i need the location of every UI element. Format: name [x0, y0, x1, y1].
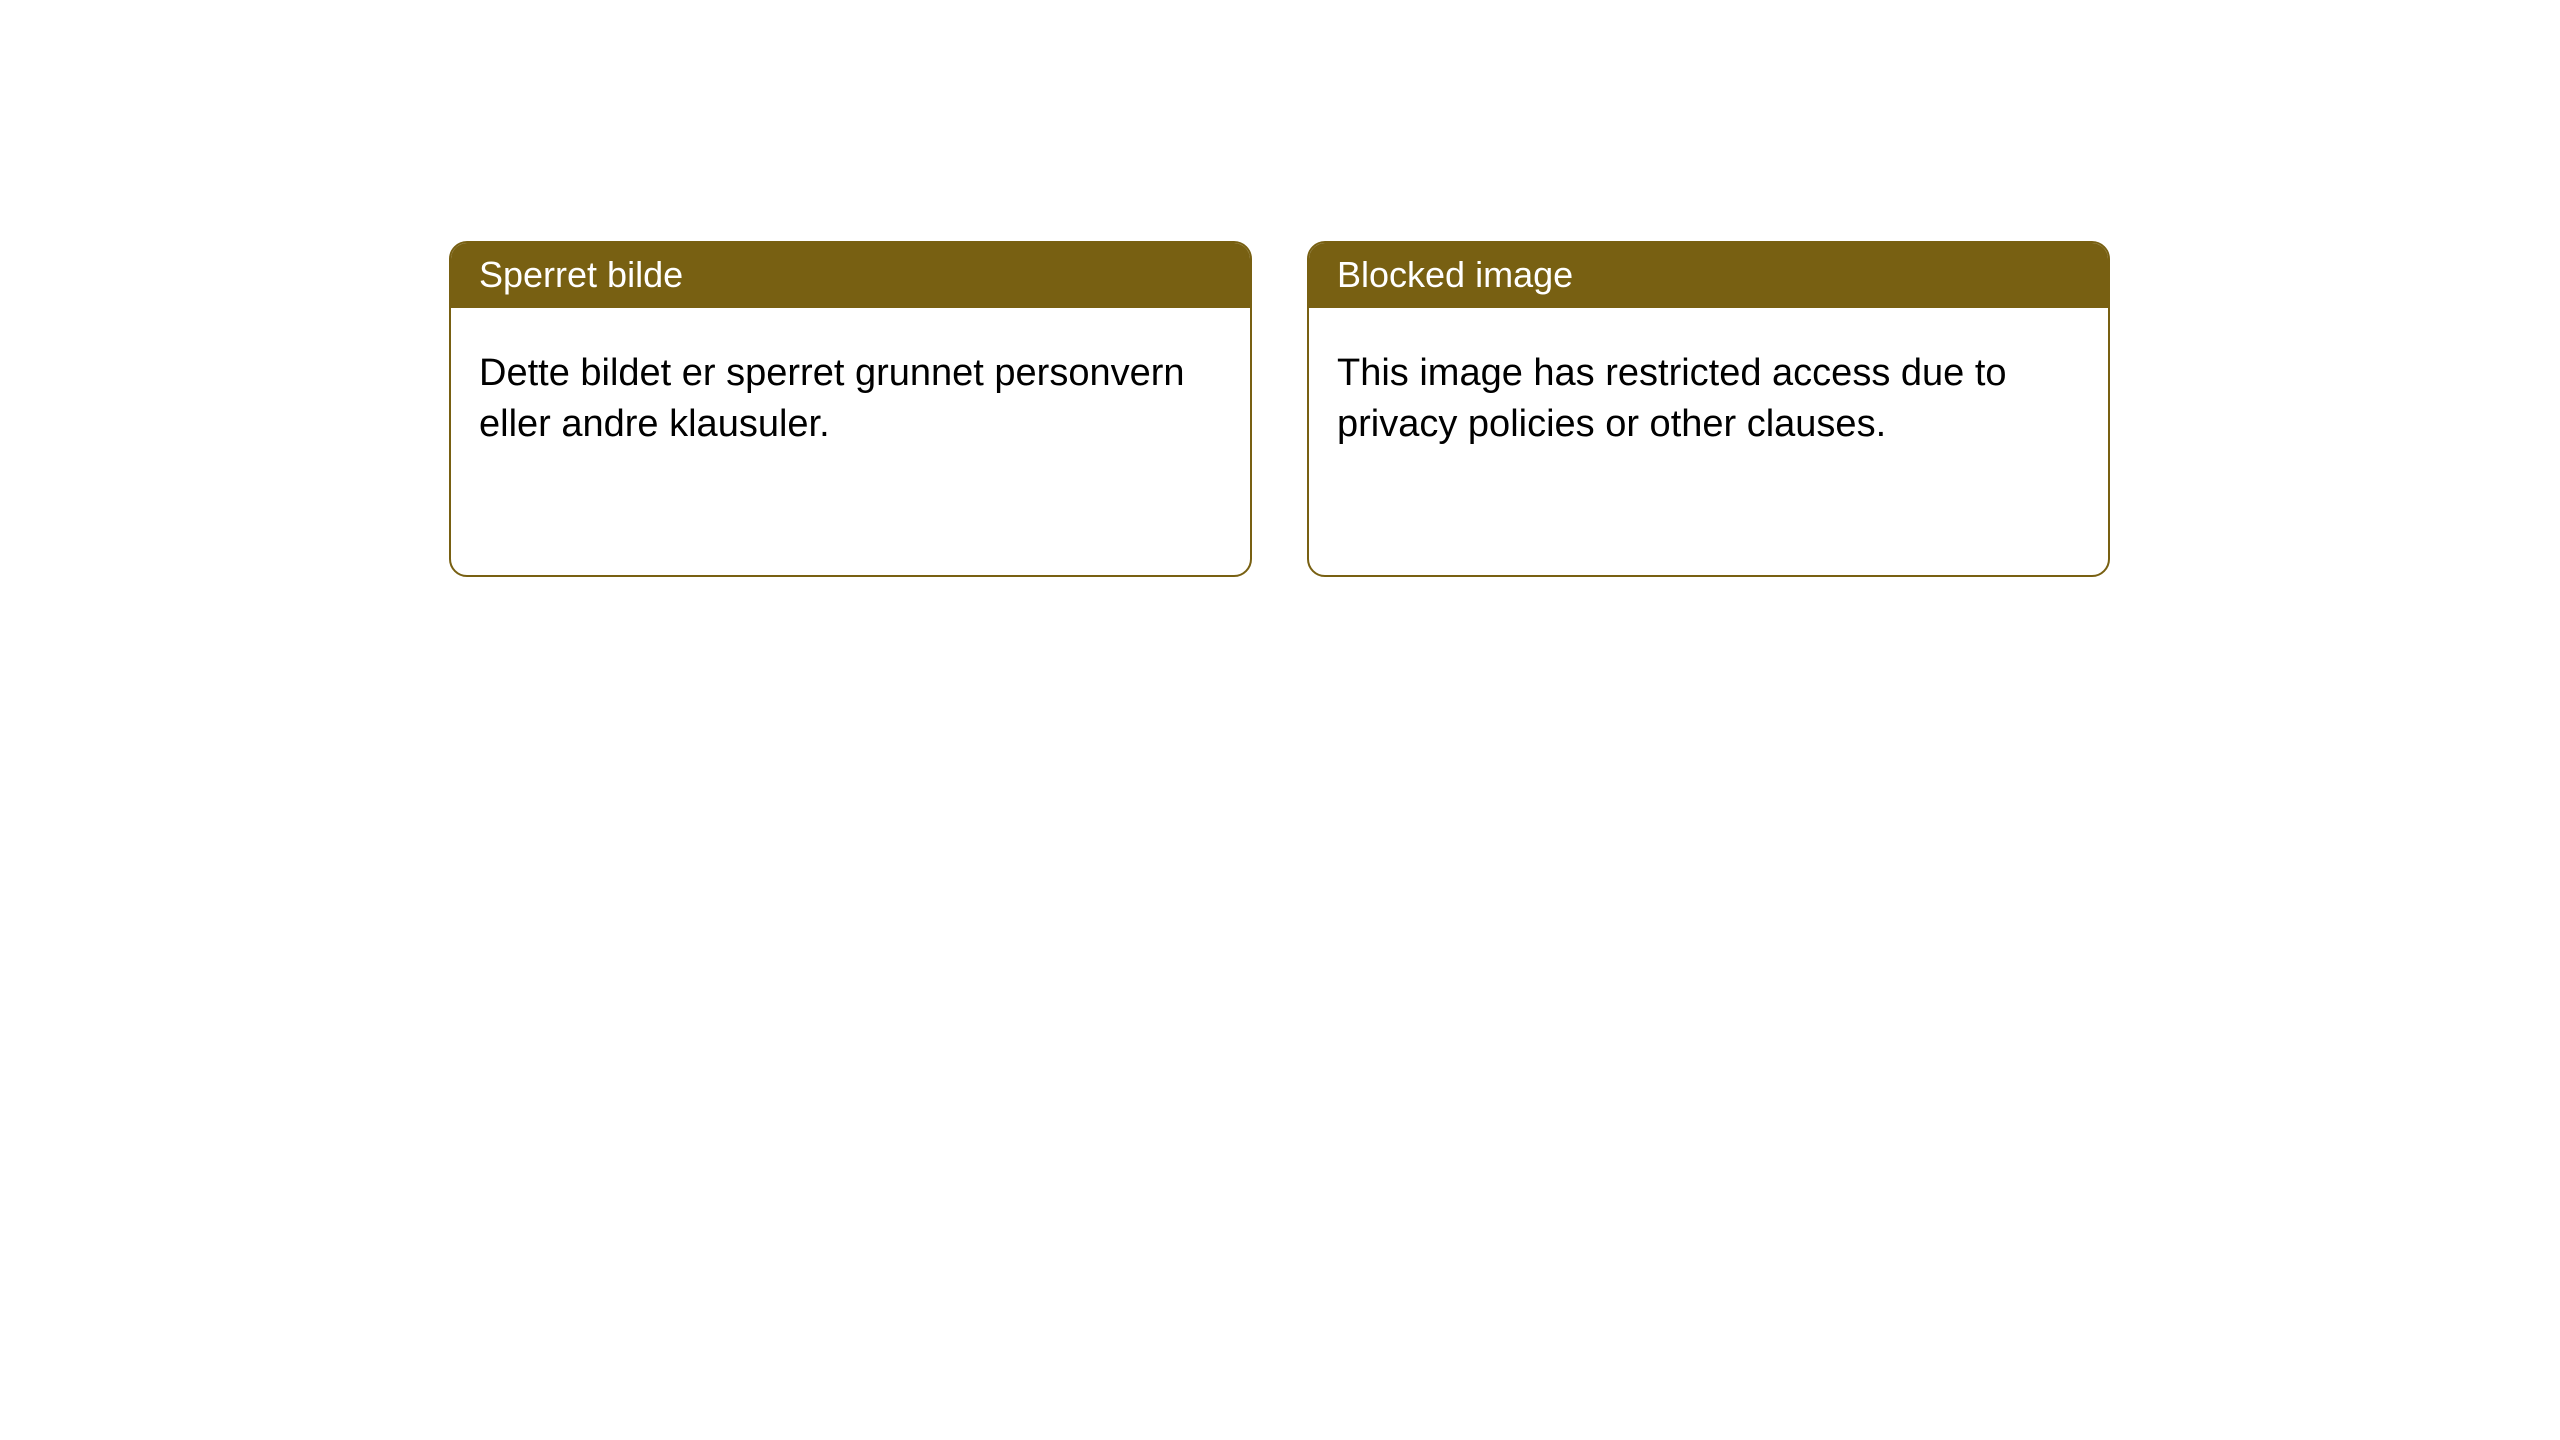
card-body-text: This image has restricted access due to …	[1309, 308, 2108, 479]
card-title: Blocked image	[1309, 243, 2108, 308]
notice-card-row: Sperret bilde Dette bildet er sperret gr…	[0, 0, 2560, 577]
blocked-image-card-no: Sperret bilde Dette bildet er sperret gr…	[449, 241, 1252, 577]
blocked-image-card-en: Blocked image This image has restricted …	[1307, 241, 2110, 577]
card-body-text: Dette bildet er sperret grunnet personve…	[451, 308, 1250, 479]
card-title: Sperret bilde	[451, 243, 1250, 308]
